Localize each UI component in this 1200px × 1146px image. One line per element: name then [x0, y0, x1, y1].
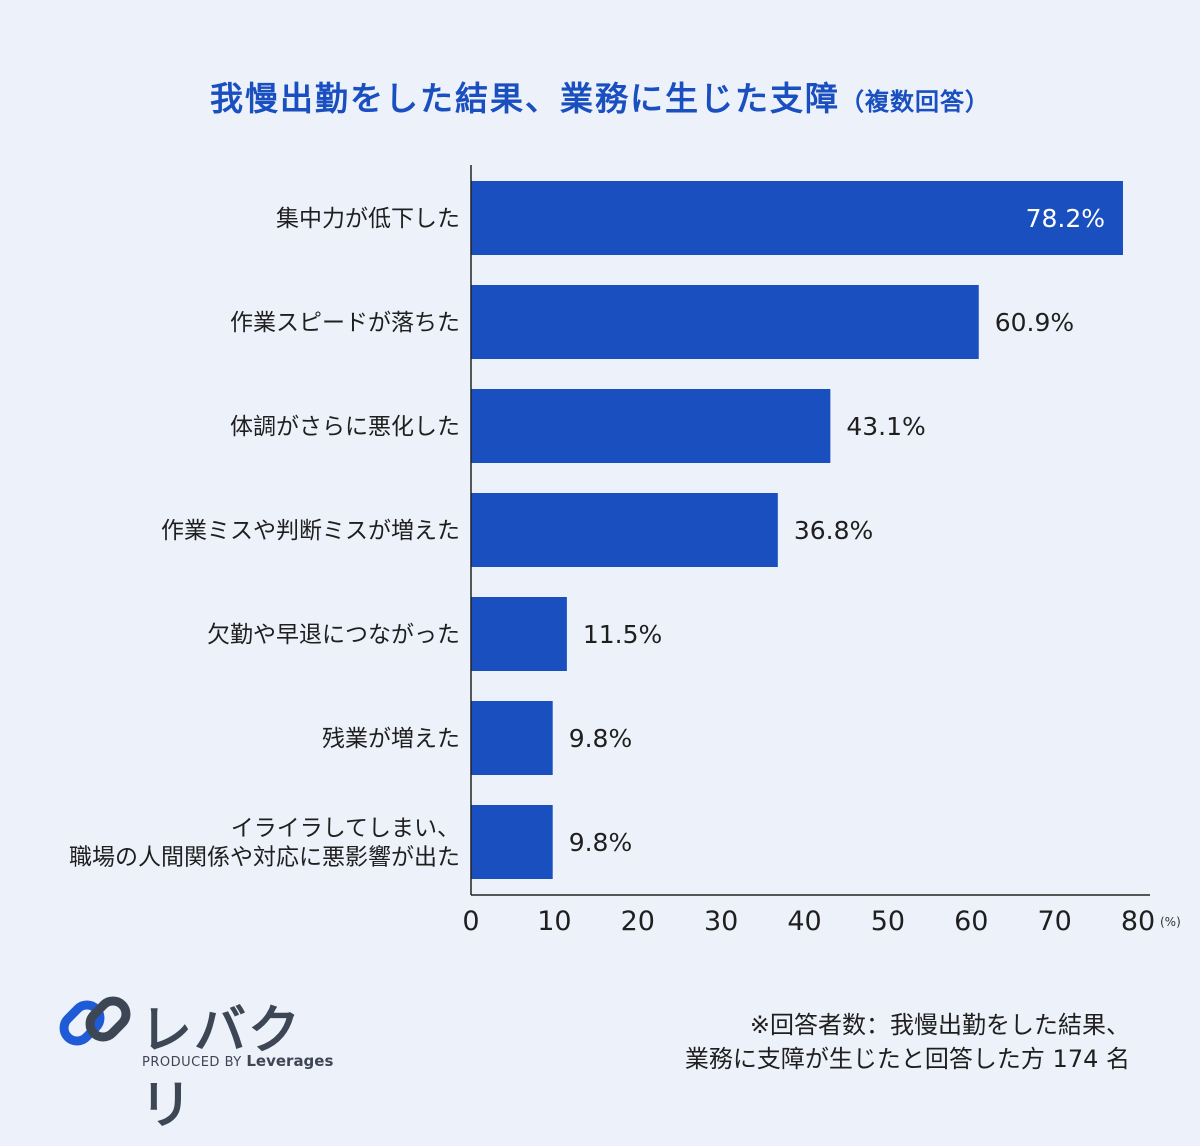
x-tick-label: 70 [1037, 906, 1071, 937]
note-line-1: ※回答者数：我慢出勤をした結果、 [749, 1011, 1130, 1039]
category-label: 集中力が低下した [276, 206, 460, 232]
bar [471, 389, 831, 463]
x-tick-label: 80 [1121, 906, 1155, 937]
chain-link-icon [59, 996, 131, 1046]
bar [471, 181, 1123, 255]
category-label: 体調がさらに悪化した [230, 414, 460, 440]
data-label: 9.8% [569, 828, 633, 857]
company-name: Leverages [246, 1052, 334, 1070]
bar [471, 597, 567, 671]
data-label: 11.5% [583, 620, 662, 649]
logo-wordmark: レバクリ [140, 1001, 303, 1136]
bar [471, 701, 553, 775]
respondent-note: ※回答者数：我慢出勤をした結果、 業務に支障が生じたと回答した方 174 名 [685, 1008, 1130, 1076]
x-tick-label: 0 [462, 906, 479, 937]
produced-by-text: PRODUCED BY [142, 1055, 242, 1070]
note-line-2: 業務に支障が生じたと回答した方 174 名 [684, 1045, 1130, 1073]
x-axis-unit: (%) [1160, 915, 1181, 929]
category-label: 欠勤や早退につながった [207, 622, 460, 648]
category-label: 作業スピードが落ちた [230, 310, 460, 336]
x-tick-label: 20 [621, 906, 655, 937]
bar-chart: 集中力が低下した 78.2% 作業スピードが落ちた 60.9% 体調がさらに悪化した 43… [69, 165, 1181, 937]
x-tick-label: 30 [704, 906, 738, 937]
category-label: 職場の人間関係や対応に悪影響が出た [69, 845, 460, 871]
category-label: 作業ミスや判断ミスが増えた [161, 518, 460, 544]
bar [471, 805, 553, 879]
bar [471, 285, 979, 359]
category-label: イライラしてしまい、 [231, 816, 460, 842]
data-label: 78.2% [1026, 204, 1105, 233]
logo-produced-by: PRODUCED BY Leverages [142, 1052, 333, 1070]
brand-logo: レバクリ PRODUCED BY Leverages [58, 980, 348, 1136]
chart-title: 我慢出勤をした結果、業務に生じた支障（複数回答） [0, 72, 1200, 120]
data-label: 60.9% [995, 308, 1074, 337]
x-tick-label: 60 [954, 906, 988, 937]
data-label: 43.1% [846, 412, 925, 441]
x-tick-label: 40 [787, 906, 821, 937]
x-tick-label: 50 [871, 906, 905, 937]
category-label: 残業が増えた [322, 726, 460, 752]
x-tick-label: 10 [537, 906, 571, 937]
data-label: 9.8% [569, 724, 633, 753]
chart-title-main: 我慢出勤をした結果、業務に生じた支障 [210, 79, 840, 118]
data-label: 36.8% [794, 516, 873, 545]
chart-title-sub: （複数回答） [840, 88, 990, 116]
bar [471, 493, 778, 567]
